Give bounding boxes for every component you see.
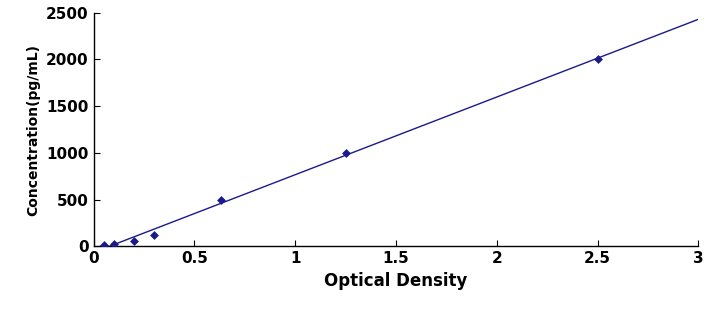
Point bbox=[98, 243, 109, 248]
Y-axis label: Concentration(pg/mL): Concentration(pg/mL) bbox=[27, 44, 40, 216]
Point bbox=[592, 57, 603, 62]
Point bbox=[340, 150, 351, 155]
X-axis label: Optical Density: Optical Density bbox=[324, 272, 468, 290]
Point bbox=[148, 232, 160, 237]
Point bbox=[215, 197, 226, 202]
Point bbox=[108, 241, 120, 246]
Point bbox=[128, 238, 140, 243]
